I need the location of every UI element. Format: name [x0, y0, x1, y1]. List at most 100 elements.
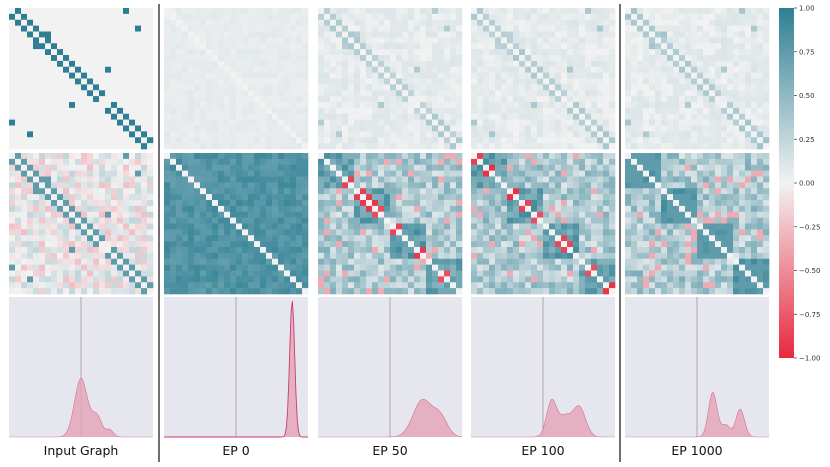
heatmap-cell: [609, 188, 616, 195]
heatmap-cell: [471, 66, 478, 73]
heatmap-cell: [218, 205, 225, 213]
heatmap-cell: [212, 137, 219, 144]
heatmap-cell: [426, 235, 433, 242]
heatmap-cell: [420, 72, 427, 79]
heatmap-cell: [549, 235, 556, 242]
heatmap-cell: [408, 182, 415, 189]
heatmap-cell: [477, 113, 484, 120]
heatmap-cell: [51, 19, 58, 26]
heatmap-cell: [51, 137, 58, 144]
heatmap-cell: [45, 90, 52, 97]
heatmap-cell: [284, 241, 291, 248]
heatmap-cell: [123, 153, 130, 160]
heatmap-cell: [745, 49, 752, 56]
heatmap-cell: [200, 31, 207, 38]
heatmap-cell: [141, 119, 148, 126]
heatmap-cell: [697, 72, 704, 79]
heatmap-cell: [348, 90, 355, 97]
heatmap-cell: [105, 90, 112, 97]
heatmap-cell: [93, 282, 100, 289]
heatmap-cell: [751, 90, 758, 97]
heatmap-cell: [745, 13, 752, 21]
heatmap-cell: [444, 153, 451, 160]
heatmap-cell: [721, 131, 728, 138]
heatmap-cell: [495, 153, 502, 160]
heatmap-cell: [39, 84, 46, 91]
heatmap-cell: [129, 170, 136, 177]
heatmap-cell: [324, 229, 331, 236]
heatmap-cell: [649, 96, 656, 103]
heatmap-cell: [444, 113, 451, 120]
heatmap-cell: [495, 131, 502, 138]
heatmap-cell: [57, 131, 64, 138]
heatmap-cell: [597, 43, 604, 50]
heatmap-cell: [135, 200, 142, 207]
heatmap-cell: [661, 102, 668, 109]
heatmap-cell: [164, 252, 171, 260]
heatmap-cell: [123, 72, 130, 79]
heatmap-cell: [224, 60, 231, 68]
heatmap-cell: [525, 25, 532, 32]
heatmap-cell: [105, 19, 112, 26]
heatmap-cell: [188, 164, 195, 171]
heatmap-cell: [414, 229, 421, 236]
heatmap-cell: [39, 102, 46, 109]
heatmap-cell: [432, 119, 439, 126]
heatmap-cell: [75, 19, 82, 26]
heatmap-cell: [57, 170, 64, 177]
heatmap-cell: [414, 49, 421, 56]
heatmap-cell: [260, 211, 267, 218]
heatmap-cell: [727, 60, 734, 68]
heatmap-cell: [63, 176, 70, 183]
heatmap-cell: [224, 247, 231, 254]
heatmap-cell: [414, 119, 421, 126]
heatmap-cell: [296, 282, 303, 289]
heatmap-cell: [99, 107, 106, 115]
heatmap-cell: [230, 102, 237, 109]
heatmap-cell: [697, 102, 704, 109]
heatmap-cell: [396, 241, 403, 248]
heatmap-cell: [507, 31, 514, 38]
heatmap-cell: [266, 182, 273, 189]
heatmap-cell: [111, 137, 118, 144]
heatmap-cell: [164, 235, 171, 242]
heatmap-cell: [471, 125, 478, 132]
heatmap-cell: [93, 252, 100, 260]
heatmap-cell: [757, 43, 764, 50]
heatmap-cell: [135, 235, 142, 242]
heatmap-cell: [254, 188, 261, 195]
heatmap-cell: [236, 182, 243, 189]
heatmap-cell: [87, 137, 94, 144]
heatmap-cell: [45, 66, 52, 73]
heatmap-cell: [525, 176, 532, 183]
heatmap-cell: [57, 137, 64, 144]
heatmap-cell: [438, 247, 445, 254]
heatmap-cell: [390, 182, 397, 189]
heatmap-cell: [318, 205, 325, 213]
heatmap-cell: [170, 125, 177, 132]
heatmap-cell: [507, 235, 514, 242]
heatmap-cell: [324, 200, 331, 207]
heatmap-cell: [318, 153, 325, 160]
heatmap-cell: [170, 276, 177, 283]
heatmap-cell: [513, 182, 520, 189]
heatmap-cell: [739, 131, 746, 138]
heatmap-cell: [141, 8, 148, 15]
heatmap-cell: [75, 113, 82, 120]
heatmap-cell: [21, 43, 28, 50]
heatmap-cell: [609, 217, 616, 224]
heatmap-cell: [709, 125, 716, 132]
heatmap-cell: [567, 43, 574, 50]
heatmap-cell: [378, 170, 385, 177]
heatmap-cell: [745, 137, 752, 144]
heatmap-cell: [33, 8, 40, 15]
heatmap-cell: [284, 182, 291, 189]
heatmap-cell: [318, 125, 325, 132]
heatmap-cell: [39, 205, 46, 213]
heatmap-cell: [426, 43, 433, 50]
heatmap-cell: [51, 182, 58, 189]
heatmap-cell: [390, 276, 397, 283]
heatmap-cell: [248, 217, 255, 224]
heatmap-cell: [426, 276, 433, 283]
heatmap-cell: [603, 49, 610, 56]
